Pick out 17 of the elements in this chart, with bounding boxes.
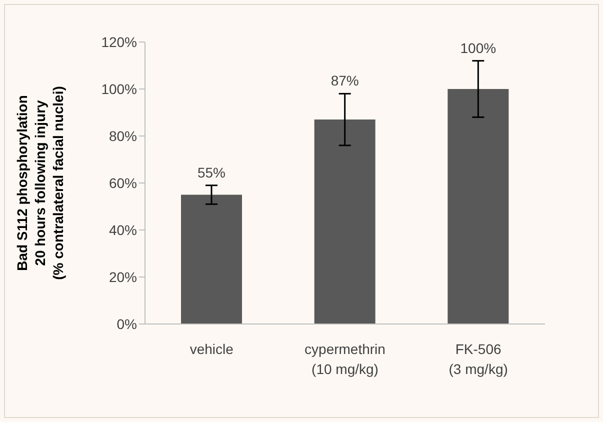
bar	[314, 120, 376, 324]
x-tick-label: FK-506 (3 mg/kg)	[448, 341, 508, 377]
data-label: 100%	[460, 40, 496, 56]
y-tick-label: 0%	[116, 316, 137, 332]
data-label: 55%	[197, 164, 226, 180]
x-tick-label: cypermethrin (10 mg/kg)	[304, 341, 386, 377]
y-tick-label: 40%	[108, 222, 137, 238]
data-label: 87%	[330, 72, 359, 89]
y-tick-label: 100%	[101, 80, 137, 97]
y-tick-label: 60%	[108, 174, 137, 191]
bar	[448, 89, 509, 324]
bar	[181, 194, 242, 324]
y-tick-label: 120%	[101, 34, 137, 50]
y-axis-title: Bad S112 phosphorylation 20 hours following injury (% contralateral facial nuclei)	[14, 86, 66, 280]
x-tick-label: vehicle	[190, 341, 234, 357]
y-tick-label: 20%	[108, 268, 137, 285]
y-tick-label: 80%	[108, 128, 137, 144]
